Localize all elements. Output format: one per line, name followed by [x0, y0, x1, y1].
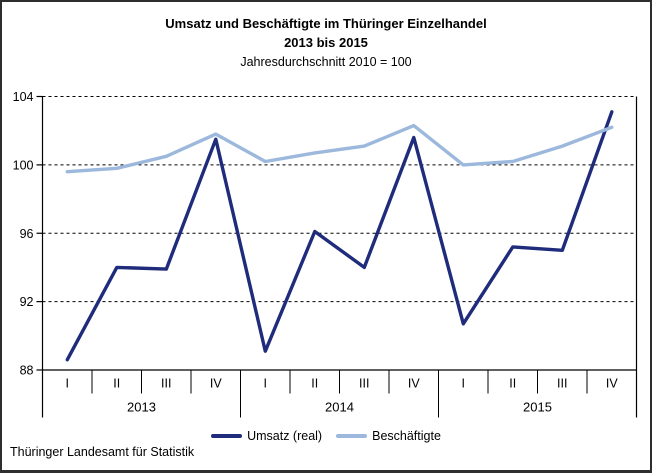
chart-legend: Umsatz (real) Beschäftigte — [0, 429, 652, 443]
quarter-label: IV — [408, 377, 420, 391]
y-tick-label-92: 92 — [20, 295, 34, 309]
quarter-label: III — [359, 377, 369, 391]
y-tick-label-104: 104 — [13, 90, 34, 104]
source-attribution: Thüringer Landesamt für Statistik — [10, 445, 195, 459]
series-line-beschaeftigte — [65, 123, 614, 174]
legend-item-beschaeftigte: Beschäftigte — [336, 429, 441, 443]
chart-title-line2: 2013 bis 2015 — [284, 34, 368, 50]
year-label-2015: 2015 — [523, 400, 552, 415]
chart-subtitle: Jahresdurchschnitt 2010 = 100 — [240, 54, 412, 69]
quarter-label: II — [113, 377, 120, 391]
legend-label-umsatz: Umsatz (real) — [247, 429, 323, 443]
legend-label-beschaeftigte: Beschäftigte — [372, 429, 441, 443]
series-line-umsatz — [65, 110, 614, 362]
beschaeftigte-line-swatch — [336, 434, 368, 438]
y-tick-label-88: 88 — [20, 364, 34, 378]
year-label-2013: 2013 — [127, 400, 156, 415]
quarter-label: III — [557, 377, 567, 391]
quarter-label: II — [311, 377, 318, 391]
quarter-label: I — [66, 377, 69, 391]
y-tick-label-100: 100 — [13, 158, 34, 172]
quarter-label: III — [161, 377, 171, 391]
year-label-2014: 2014 — [325, 400, 354, 415]
quarter-label: I — [462, 377, 465, 391]
chart-header: Umsatz und Beschäftigte im Thüringer Ein… — [0, 15, 652, 71]
legend-item-umsatz: Umsatz (real) — [211, 429, 322, 443]
umsatz-line-swatch — [211, 434, 243, 438]
quarter-label: II — [509, 377, 516, 391]
y-tick-label-96: 96 — [20, 227, 34, 241]
chart-title-line1: Umsatz und Beschäftigte im Thüringer Ein… — [165, 16, 487, 31]
quarter-label: IV — [606, 377, 618, 391]
quarter-label: IV — [210, 377, 222, 391]
quarter-label: I — [264, 377, 267, 391]
